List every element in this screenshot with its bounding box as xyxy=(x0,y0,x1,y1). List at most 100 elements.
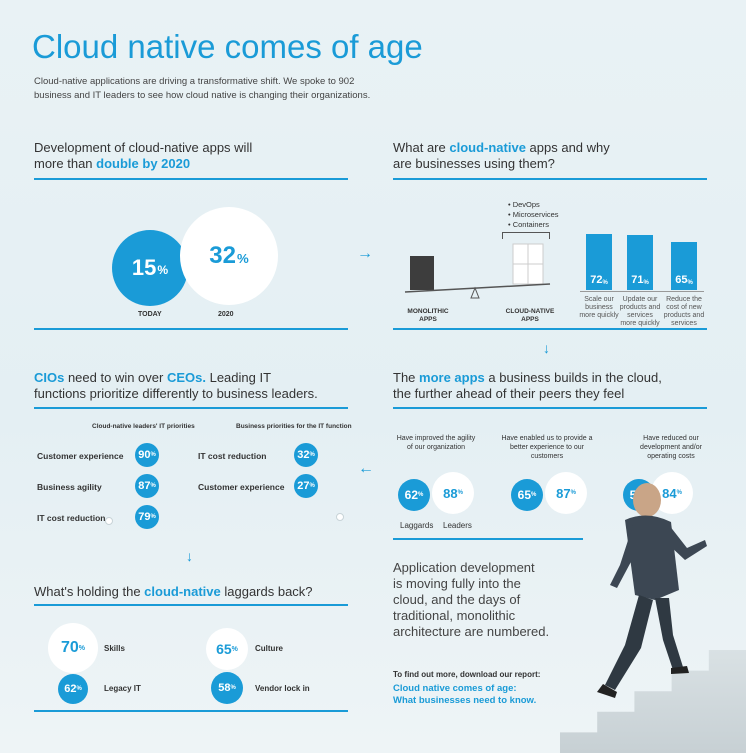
what-are-rule xyxy=(393,178,707,180)
development-heading: Development of cloud-native apps will mo… xyxy=(34,140,252,172)
right-row-value: 27% xyxy=(294,474,318,498)
what-are-bottom-rule xyxy=(393,328,707,330)
vendor-circle: 58% xyxy=(211,672,243,704)
holding-back-suffix: laggards back? xyxy=(220,584,313,599)
cta-text: To find out more, download our report: xyxy=(393,670,541,679)
laggards-value: 65 xyxy=(517,488,531,502)
holding-back-prefix: What's holding the xyxy=(34,584,145,599)
cios-ceo: CEOs. xyxy=(166,370,206,385)
cios-heading: CIOs need to win over CEOs. Leading IT f… xyxy=(34,370,318,402)
what-are-heading: What are cloud-native apps and why are b… xyxy=(393,140,610,172)
cios-rest: Leading IT xyxy=(205,370,272,385)
left-row-number: 90 xyxy=(138,449,151,461)
skills-label: Skills xyxy=(104,644,125,653)
holding-back-rule xyxy=(34,604,348,606)
leaders-value: 87 xyxy=(556,485,571,501)
culture-label: Culture xyxy=(255,644,283,653)
arrow-right-icon: → xyxy=(357,245,373,262)
report-link[interactable]: Cloud native comes of age: What business… xyxy=(393,683,536,707)
left-row-number: 79 xyxy=(138,511,151,523)
development-heading-prefix: more than xyxy=(34,156,97,171)
closing-line: is moving fully into the xyxy=(393,576,521,591)
closing-line: cloud, and the days of xyxy=(393,592,521,607)
more-apps-line2: the further ahead of their peers they fe… xyxy=(393,386,625,401)
right-row-value: 32% xyxy=(294,443,318,467)
bar-scale-label: Scale our business more quickly xyxy=(579,296,619,319)
leaders-circle: 88% xyxy=(432,472,474,514)
arrow-left-icon: ← xyxy=(358,460,374,477)
more-apps-heading: The more apps a business builds in the c… xyxy=(393,370,662,402)
page-title: Cloud native comes of age xyxy=(32,28,423,65)
more-apps-suffix: a business builds in the cloud, xyxy=(484,370,662,385)
future-circle: 32% xyxy=(180,207,278,305)
bullet-containers: • Containers xyxy=(508,220,549,229)
holding-back-highlight: cloud-native xyxy=(144,584,221,599)
closing-line: Application development xyxy=(393,560,535,575)
left-row-number: 87 xyxy=(138,480,151,492)
what-are-highlight: cloud-native xyxy=(449,140,526,155)
cios-cio: CIOs xyxy=(34,370,65,385)
group-label: Have reduced our development and/or oper… xyxy=(640,435,702,460)
seesaw-illustration xyxy=(404,243,551,299)
laggards-circle: 62% xyxy=(398,479,430,511)
culture-circle: 65% xyxy=(206,628,248,670)
bar-update-label: Update our products and services more qu… xyxy=(619,296,661,327)
more-apps-bottom-rule xyxy=(393,538,583,540)
left-row-value: 87% xyxy=(135,474,159,498)
more-apps-rule xyxy=(393,407,707,409)
today-circle: 15% xyxy=(112,230,188,306)
right-priorities-header: Business priorities for the IT function xyxy=(236,423,352,430)
businessman-photo xyxy=(597,483,707,698)
arrow-down-icon-2: ↓ xyxy=(186,548,193,564)
bar-scale: 72% xyxy=(586,234,612,290)
future-pct: % xyxy=(236,250,249,266)
bullet-microservices: • Microservices xyxy=(508,210,559,219)
bar-update: 71% xyxy=(627,235,653,290)
today-pct: % xyxy=(157,263,169,277)
holding-back-heading: What's holding the cloud-native laggards… xyxy=(34,584,313,599)
bar-reduce-value: 65 xyxy=(675,274,688,286)
leaders-label: Leaders xyxy=(443,521,472,530)
intro-line-2: business and IT leaders to see how cloud… xyxy=(34,90,371,101)
today-value: 15 xyxy=(131,255,157,280)
leaders-circle: 87% xyxy=(545,472,587,514)
group-label: Have improved the agility of our organiz… xyxy=(396,435,476,451)
development-bottom-rule xyxy=(34,328,348,330)
right-row-number: 32 xyxy=(297,449,310,461)
left-row-label: IT cost reduction xyxy=(37,513,106,523)
future-label: 2020 xyxy=(218,311,234,318)
laggards-circle: 65% xyxy=(511,479,543,511)
monolithic-label: MONOLITHIC APPS xyxy=(407,308,449,323)
legacy-label: Legacy IT xyxy=(104,684,141,693)
left-row-label: Customer experience xyxy=(37,451,124,461)
left-row-value: 79% xyxy=(135,505,159,529)
bar-scale-value: 72 xyxy=(590,274,603,286)
decorative-dot xyxy=(336,513,344,521)
development-rule xyxy=(34,178,348,180)
what-are-line2: are businesses using them? xyxy=(393,156,555,171)
vendor-label: Vendor lock in xyxy=(255,684,310,693)
bar-update-value: 71 xyxy=(631,274,644,286)
bullet-devops: • DevOps xyxy=(508,200,540,209)
legacy-circle: 62% xyxy=(58,674,88,704)
leaders-value: 84 xyxy=(662,485,677,501)
future-value: 32 xyxy=(209,242,236,269)
report-link-line2[interactable]: What businesses need to know. xyxy=(393,695,537,706)
cios-line2: functions prioritize differently to busi… xyxy=(34,386,318,401)
right-row-number: 27 xyxy=(297,480,310,492)
cios-rule xyxy=(34,407,348,409)
more-apps-prefix: The xyxy=(393,370,420,385)
bar-reduce-label: Reduce the cost of new products and serv… xyxy=(663,296,705,327)
closing-line: traditional, monolithic xyxy=(393,608,516,623)
skills-circle: 70% xyxy=(48,623,98,673)
left-priorities-header: Cloud-native leaders' IT priorities xyxy=(92,423,195,430)
today-label: TODAY xyxy=(138,311,162,318)
cloud-native-label: CLOUD-NATIVE APPS xyxy=(505,308,555,323)
right-row-label: Customer experience xyxy=(198,482,285,492)
leaders-value: 88 xyxy=(443,485,458,501)
laggards-value: 62 xyxy=(404,488,418,502)
what-are-suffix: apps and why xyxy=(525,140,610,155)
report-link-line1[interactable]: Cloud native comes of age: xyxy=(393,683,517,694)
legacy-value: 62 xyxy=(64,683,77,695)
bar-axis xyxy=(580,291,704,292)
